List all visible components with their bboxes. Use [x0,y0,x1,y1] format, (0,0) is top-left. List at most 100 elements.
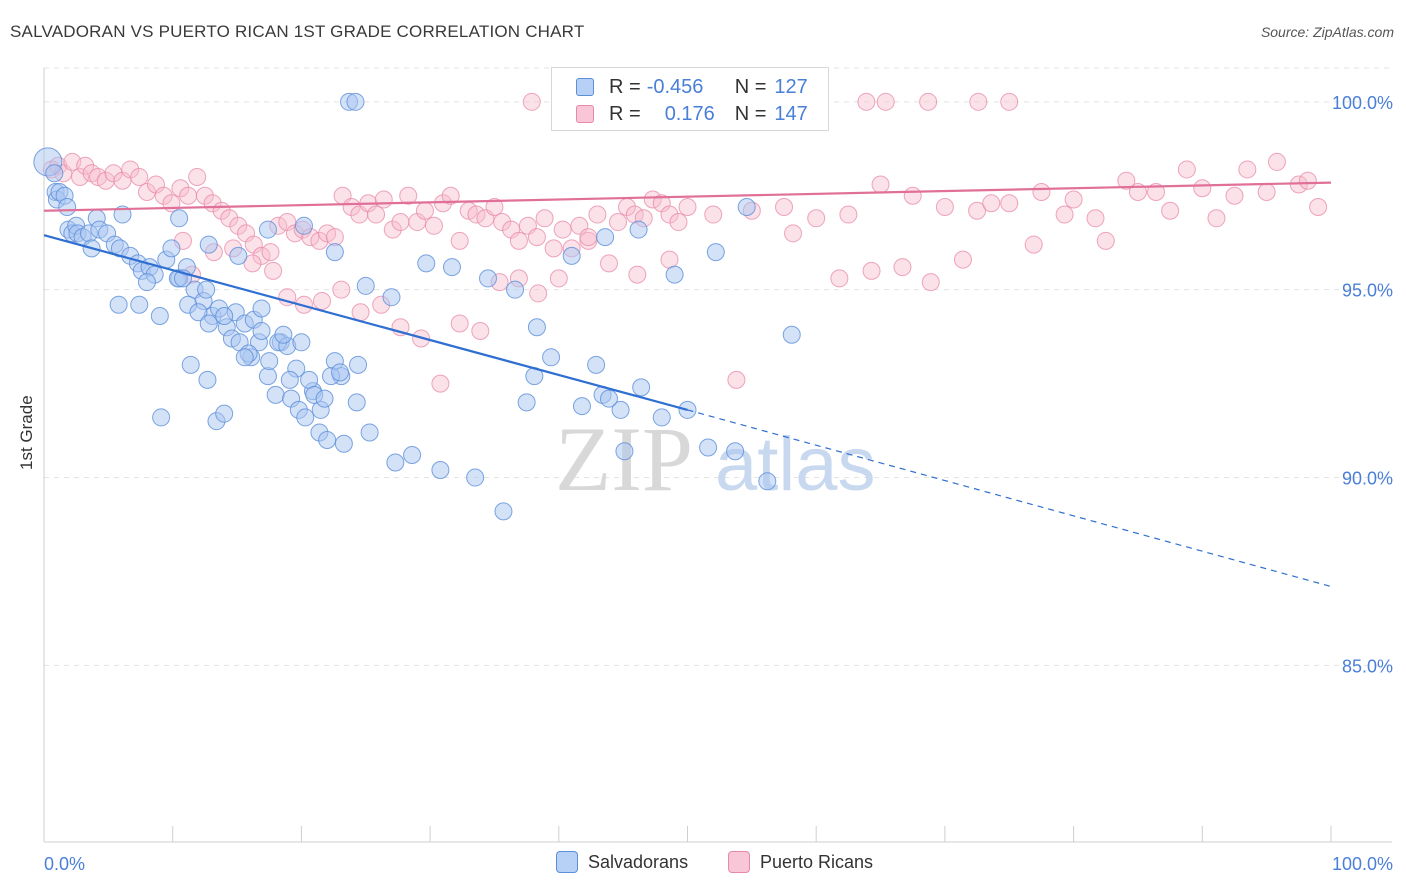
salvadoran-point [113,205,132,224]
puerto-rican-point [953,250,972,269]
source-label: Source: ZipAtlas.com [1260,24,1394,40]
salvadoran-point [494,502,513,521]
puerto-rican-point [921,273,940,292]
puerto-rican-point [588,205,607,224]
puerto-rican-point [229,216,248,235]
puerto-rican-point [968,201,987,220]
puerto-rican-point [441,186,460,205]
puerto-rican-point [893,258,912,277]
salvadoran-point [331,363,350,382]
puerto-rican-point [544,239,563,258]
puerto-rican-points [42,92,1328,393]
legend-n-label: N = [734,75,767,98]
puerto-rican-point [903,186,922,205]
puerto-rican-point [450,314,469,333]
bottom-legend-salvadorans: Salvadorans [556,851,688,873]
puerto-rican-point [599,254,618,273]
salvadoran-point [517,393,536,412]
salvadoran-point [215,404,234,423]
salvadoran-point [280,370,299,389]
salvadoran-point [599,389,618,408]
puerto-rican-point [130,167,149,186]
salvadoran-points [33,92,801,521]
salvadoran-point [652,408,671,427]
puerto-rican-point [325,228,344,247]
salvadoran-point [349,355,368,374]
correlation-legend: R = -0.456 N = 127 R = 0.176 N = 147 [551,67,829,131]
puerto-rican-point [1064,190,1083,209]
tick-labels: 85.0% 90.0% 95.0% 100.0% 0.0% 100.0% [44,93,1393,874]
salvadoran-point [197,280,216,299]
gridlines [44,67,1392,666]
puerto-rican-point [104,164,123,183]
puerto-rican-point [784,224,803,243]
puerto-rican-point [424,216,443,235]
puerto-rican-point [1225,186,1244,205]
salvadoran-point [629,220,648,239]
puerto-rican-point [310,231,329,250]
bottom-legend-label: Puerto Ricans [760,851,874,872]
puerto-rican-point [137,182,156,201]
puerto-rican-trend-line [43,181,1332,212]
puerto-rican-point [1086,209,1105,228]
chart-title: SALVADORAN VS PUERTO RICAN 1ST GRADE COR… [10,22,585,41]
salvadoran-point [699,438,718,457]
puerto-rican-point [549,269,568,288]
salvadoran-point [274,325,293,344]
salvadoran-point [235,348,254,367]
salvadoran-trend-line [43,234,688,411]
salvadoran-point [152,408,171,427]
salvadoran-point [403,446,422,464]
puerto-rican-point [1207,209,1226,228]
y-tick-label: 95.0% [1342,281,1393,301]
salvadoran-point [162,239,181,258]
salvadoran-point [758,472,777,491]
legend-swatch-salvadorans [576,78,594,96]
puerto-rican-point [121,160,140,179]
puerto-rican-point [1146,182,1165,201]
salvadoran-point [587,355,606,374]
puerto-rican-point [220,209,239,228]
trend-lines [43,181,1332,588]
salvadoran-point [572,397,591,416]
puerto-rican-point [415,201,434,220]
salvadoran-point [386,453,405,472]
puerto-rican-point [312,291,331,310]
salvadoran-point [199,314,218,333]
puerto-rican-point [374,190,393,209]
puerto-rican-point [243,254,262,273]
salvadoran-point [726,442,745,461]
salvadoran-point [334,434,353,453]
puerto-rican-point [609,213,628,232]
puerto-rican-point [857,92,876,111]
salvadoran-point [506,280,525,299]
puerto-rican-point [76,156,95,175]
salvadoran-point [296,408,315,427]
puerto-rican-point [535,209,554,228]
puerto-rican-point [1309,198,1328,217]
puerto-rican-point [431,374,450,393]
salvadoran-point [562,246,581,265]
legend-r-value: -0.456 [646,75,704,98]
puerto-rican-point [579,228,598,247]
salvadoran-point [479,269,498,288]
puerto-rican-point [807,209,826,228]
legend-r-value: 0.176 [664,102,715,125]
x-tick-label: 0.0% [44,854,85,874]
salvadoran-point [294,216,313,235]
puerto-rican-point [522,92,541,111]
salvadoran-point [527,318,546,337]
puerto-rican-point [830,269,849,288]
puerto-rican-point [579,231,598,250]
salvadoran-point [189,303,208,322]
salvadoran-trend-extension [687,409,1332,588]
puerto-rican-point [876,92,895,111]
puerto-rican-point [485,198,504,217]
puerto-rican-point [527,228,546,247]
puerto-rican-point [935,198,954,217]
salvadoran-point [431,461,450,480]
salvadoran-point [360,423,379,442]
salvadoran-point [737,198,756,217]
salvadoran-point [442,258,461,277]
salvadoran-point [615,442,634,461]
